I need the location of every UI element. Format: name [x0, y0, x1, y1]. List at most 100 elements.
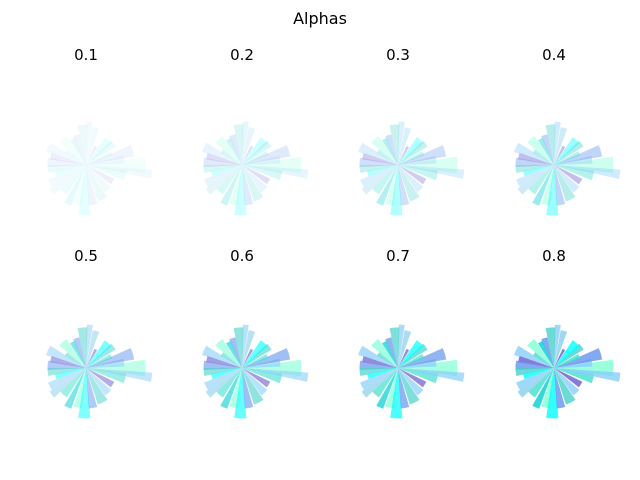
polar-bar: [376, 352, 398, 368]
polar-bar: [554, 145, 566, 165]
polar-bar: [86, 368, 115, 388]
polar-bar: [528, 368, 554, 398]
polar-bar: [78, 165, 91, 216]
polar-bar: [541, 134, 554, 165]
polar-bar: [554, 368, 580, 396]
polar-bar: [554, 368, 566, 409]
polar-bar: [86, 140, 116, 165]
subplot-title: 0.8: [542, 247, 566, 265]
polar-bar: [69, 340, 86, 368]
polar-bar: [523, 368, 554, 380]
polar-bar: [541, 165, 554, 206]
polar-bar: [398, 324, 405, 368]
polar-bar: [359, 165, 398, 173]
polar-bar: [86, 165, 115, 185]
polar-bar: [398, 155, 437, 165]
polar-bar: [554, 368, 621, 382]
polar-bar: [242, 343, 272, 368]
polar-bar: [532, 149, 554, 165]
polar-bar: [73, 337, 86, 368]
polar-bar: [86, 348, 98, 368]
polar-bar: [55, 368, 86, 380]
polar-bar: [86, 127, 100, 165]
polar-bar: [86, 324, 93, 368]
polar-bar: [48, 368, 86, 391]
polar-bar: [362, 356, 398, 368]
polar-bar: [517, 165, 554, 195]
polar-bar: [242, 348, 254, 368]
polar-bar: [242, 368, 264, 405]
polar-bar: [389, 124, 400, 165]
polar-bar: [389, 327, 400, 368]
polar-bar: [242, 324, 249, 368]
polar-bar: [86, 121, 93, 165]
polar-bar: [216, 368, 242, 398]
polar-bar: [50, 153, 86, 165]
polar-bar: [554, 165, 595, 181]
polar-bar: [242, 151, 269, 165]
polar-bar: [554, 368, 576, 405]
polar-bar: [385, 165, 398, 206]
polar-bar: [86, 145, 135, 165]
polar-bar: [242, 368, 283, 384]
polar-bar: [545, 124, 556, 165]
subplot-title: 0.2: [230, 46, 254, 64]
polar-bar: [398, 368, 439, 384]
polar-bar: [398, 368, 420, 405]
subplot-title: 0.1: [74, 46, 98, 64]
polar-bar: [206, 356, 242, 368]
polar-bar: [220, 165, 242, 206]
polar-bar: [514, 345, 554, 368]
polar-bar: [229, 165, 242, 206]
polar-bar: [60, 165, 86, 195]
polar-bar: [523, 165, 554, 177]
polar-bar: [517, 368, 554, 398]
polar-bar: [47, 157, 86, 168]
polar-bar: [242, 354, 269, 368]
polar-bar: [86, 145, 98, 165]
polar-bar: [242, 165, 283, 181]
polar-bar: [545, 327, 556, 368]
polar-bar: [518, 153, 554, 165]
subplot-7: 0.7: [358, 247, 465, 419]
subplot-title: 0.5: [74, 247, 98, 265]
polar-bar: [398, 368, 427, 388]
polar-bar: [398, 368, 410, 409]
polar-bar: [202, 142, 242, 165]
polar-bar: [554, 140, 584, 165]
polar-bar: [86, 340, 112, 368]
polar-bar: [86, 165, 98, 206]
polar-bar: [554, 165, 621, 179]
polar-bar: [203, 165, 242, 173]
polar-bar: [541, 368, 554, 409]
polar-bar: [371, 135, 398, 165]
polar-bar: [527, 135, 554, 165]
polar-bar: [514, 142, 554, 165]
polar-bar: [46, 345, 86, 368]
subplot-1: 0.1: [46, 46, 153, 216]
polar-bar: [398, 145, 447, 165]
polar-bar: [206, 153, 242, 165]
polar-bar: [398, 145, 410, 165]
polar-bar: [242, 156, 302, 174]
polar-bar: [361, 165, 398, 195]
polar-bar: [55, 165, 86, 177]
polar-bar: [554, 165, 576, 202]
polar-bar: [537, 137, 554, 165]
polar-bar: [59, 135, 86, 165]
figure-title: Alphas: [293, 9, 347, 28]
polar-bar: [242, 145, 291, 165]
polar-bar: [532, 352, 554, 368]
polar-bar: [229, 368, 242, 409]
polar-bar: [371, 338, 398, 368]
polar-bar: [242, 368, 309, 382]
polar-bar: [376, 165, 398, 206]
polar-bar: [554, 137, 580, 165]
polar-bar: [381, 137, 398, 165]
subplot-4: 0.4: [514, 46, 621, 216]
polar-bar: [554, 127, 568, 165]
polar-bar: [385, 368, 398, 409]
polar-bar: [390, 368, 403, 419]
polar-bar: [242, 340, 268, 368]
polar-bar: [59, 338, 86, 368]
